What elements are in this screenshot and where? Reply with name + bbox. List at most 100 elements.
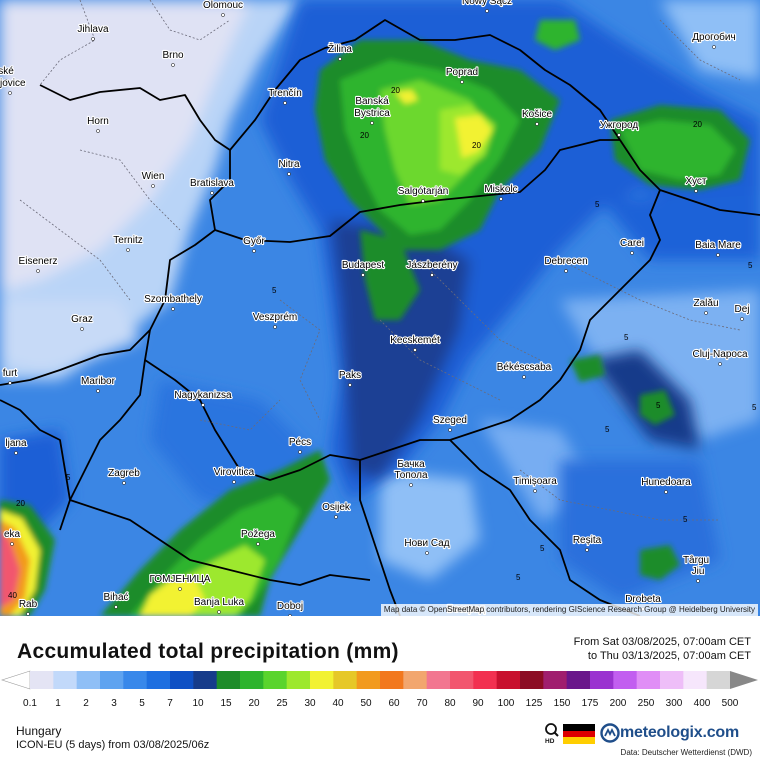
city-marker [201, 403, 205, 407]
precipitation-map[interactable]: 20 20 20 20 5 5 5 5 5 5 5 5 5 5 5 20 40 Olomouc Nowy Sącz… [0, 0, 760, 616]
chart-title: Accumulated total precipitation (mm) [17, 640, 399, 663]
scale-tick-label: 5 [139, 698, 145, 709]
scale-swatch [263, 671, 288, 689]
city-label: Cluj-Napoca [692, 349, 747, 360]
city-label: Nitra [278, 159, 300, 170]
city-label: Bratislava [190, 178, 234, 189]
contour-label: 5 [752, 403, 757, 412]
city-marker [499, 197, 503, 201]
city-label: Rab [19, 599, 38, 610]
scale-swatch [286, 671, 311, 689]
contour-label: 20 [472, 141, 481, 150]
city-label: Дрогобич [692, 31, 735, 43]
map-canvas: 20 20 20 20 5 5 5 5 5 5 5 5 5 5 5 20 40 Olomouc Nowy Sącz… [0, 0, 760, 616]
city-label: Banja Luka [194, 597, 244, 608]
city-label: Нови Сад [404, 538, 449, 549]
city-label: Zalău [693, 298, 718, 309]
zoom-hd-icon[interactable]: HD [543, 722, 563, 744]
map-attribution[interactable]: Map data © OpenStreetMap contributors, r… [380, 604, 758, 616]
city-label: Trenčín [268, 88, 302, 99]
city-marker [96, 389, 100, 393]
contour-labels: 20 20 20 20 5 5 5 5 5 5 5 5 5 5 5 20 40 [8, 86, 757, 600]
contour-label: 5 [516, 573, 521, 582]
scale-tick-label: 250 [637, 698, 655, 709]
precip-high-areas [0, 20, 750, 616]
city-marker [10, 542, 14, 546]
city-marker [430, 273, 434, 277]
city-marker [718, 362, 722, 366]
scale-tick-label: 20 [248, 698, 260, 709]
scale-swatch [706, 671, 731, 689]
city-label: Békéscsaba [497, 362, 552, 373]
city-marker [14, 451, 18, 455]
scale-tick-label: 400 [693, 698, 711, 709]
city-label: Timișoara [513, 476, 557, 487]
country-borders [0, 19, 760, 616]
scale-swatch [496, 671, 521, 689]
period-to: to Thu 03/13/2025, 07:00am CET [587, 650, 751, 662]
zoom-hd-label: HD [545, 738, 555, 744]
scale-tick-label: 300 [665, 698, 683, 709]
city-label: Miskolc [484, 184, 517, 195]
city-label: Banská [355, 96, 389, 107]
city-marker [4, 79, 8, 83]
city-marker [617, 133, 621, 137]
city-label: Paks [339, 370, 361, 381]
city-marker [283, 101, 287, 105]
city-label: Olomouc [203, 0, 243, 11]
city-marker [221, 13, 225, 17]
scale-swatch [566, 671, 591, 689]
scale-tick-label: 10 [192, 698, 204, 709]
city-marker [409, 472, 413, 476]
city-label: ГОМЈЕНИЦА [149, 574, 210, 585]
scale-swatch [450, 671, 474, 689]
city-label: Топола [394, 470, 427, 481]
city-marker [704, 311, 708, 315]
city-label: furt [3, 368, 18, 379]
city-label: Kecskemét [390, 335, 440, 346]
region-name[interactable]: Hungary [16, 724, 62, 738]
city-marker [36, 269, 40, 273]
scale-tick-label: 90 [472, 698, 484, 709]
city-marker [421, 199, 425, 203]
city-marker [370, 109, 374, 113]
city-marker [151, 184, 155, 188]
city-marker [425, 551, 429, 555]
city-marker [96, 129, 100, 133]
scale-swatch [333, 671, 358, 689]
germany-flag-icon[interactable] [563, 724, 595, 744]
scale-swatch [520, 671, 544, 689]
brand-name: meteologix.com [620, 724, 740, 741]
scale-tick-label: 40 [332, 698, 344, 709]
scale-tick-label: 175 [581, 698, 599, 709]
city-marker [361, 273, 365, 277]
city-marker [413, 348, 417, 352]
city-label: Požega [241, 529, 275, 540]
contour-label: 5 [656, 401, 661, 410]
scale-swatch [356, 671, 381, 689]
contour-label: 5 [272, 286, 277, 295]
scale-swatch [380, 671, 404, 689]
model-run[interactable]: ICON-EU (5 days) from 03/08/2025/06z [16, 739, 210, 751]
scale-swatch [426, 671, 451, 689]
city-marker [370, 121, 374, 125]
city-marker [80, 327, 84, 331]
city-marker [287, 172, 291, 176]
contour-label: 20 [693, 120, 702, 129]
city-label: Horn [87, 116, 109, 127]
city-label: Szeged [433, 415, 467, 426]
city-label: Baia Mare [695, 240, 741, 251]
period-from: From Sat 03/08/2025, 07:00am CET [573, 636, 751, 648]
scale-tick-label: 60 [388, 698, 400, 709]
city-label: Košice [522, 109, 552, 120]
color-scale [1, 670, 758, 690]
city-label: Poprad [446, 67, 478, 78]
city-label: Nowy Sącz [462, 0, 512, 7]
brand-logo[interactable]: meteologix.com [600, 722, 739, 744]
city-marker [485, 9, 489, 13]
city-marker [26, 612, 30, 616]
city-marker [252, 249, 256, 253]
city-marker [716, 253, 720, 257]
city-label: Bihać [103, 592, 128, 603]
data-source: Data: Deutscher Wetterdienst (DWD) [620, 748, 752, 757]
